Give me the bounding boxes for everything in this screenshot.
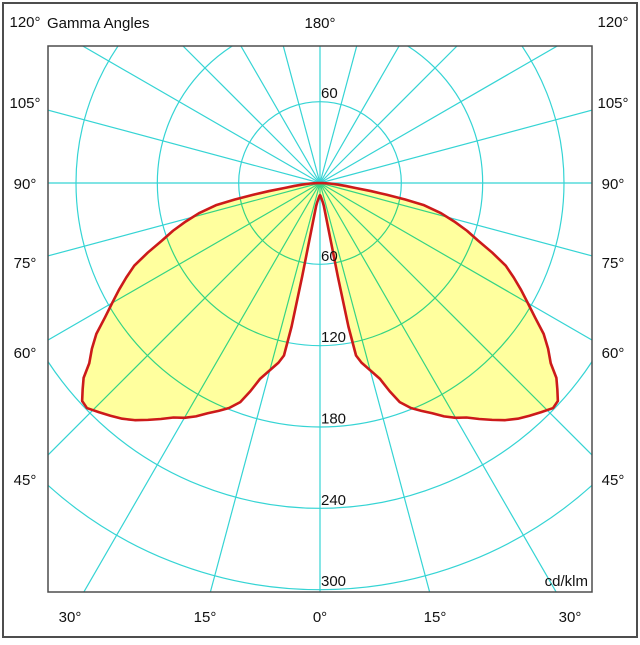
- gamma-label-bottom-2: 0°: [313, 609, 327, 626]
- intensity-distribution-curve: [80, 181, 560, 422]
- gamma-ray-105: [319, 109, 592, 184]
- gamma-label-bottom-1: 15°: [194, 609, 217, 626]
- radial-value-label-240: 240: [321, 492, 346, 509]
- gamma-ray-255: [48, 109, 321, 184]
- gamma-label-top: 180°: [304, 15, 335, 32]
- gamma-label-left-120: 120°: [9, 14, 40, 31]
- outer-frame: [2, 2, 638, 638]
- gamma-ray-120: [319, 46, 559, 184]
- axis-labels: 120° 105° 90° 75° 60° 45° 120° 105° 90° 75° 60° 45°…: [9, 14, 628, 626]
- gamma-ray-15: [319, 182, 431, 592]
- gamma-label-left-90: 90°: [14, 176, 37, 193]
- gamma-label-right-45: 45°: [602, 472, 625, 489]
- gamma-ray-150: [319, 46, 400, 184]
- gamma-ray-330: [83, 182, 321, 592]
- radial-value-label-180: 180: [321, 410, 346, 427]
- plot-frame: [47, 45, 593, 593]
- gamma-label-right-75: 75°: [602, 255, 625, 272]
- gamma-label-right-60: 60°: [602, 345, 625, 362]
- gamma-ray-60: [319, 182, 592, 341]
- gamma-label-bottom-0: 30°: [59, 609, 82, 626]
- gamma-ray-300: [48, 182, 321, 341]
- gamma-label-right-90: 90°: [602, 176, 625, 193]
- gamma-ray-315: [48, 182, 321, 456]
- gamma-label-left-45: 45°: [14, 472, 37, 489]
- diagram-title: Gamma Angles: [47, 15, 150, 32]
- gamma-label-right-120: 120°: [597, 14, 628, 31]
- gamma-label-left-75: 75°: [14, 255, 37, 272]
- gamma-label-right-105: 105°: [597, 95, 628, 112]
- gamma-ray-240: [81, 46, 321, 184]
- gamma-label-bottom-3: 15°: [424, 609, 447, 626]
- radial-value-label-60: 60: [321, 248, 338, 265]
- gamma-ray-225: [182, 46, 321, 184]
- gamma-ray-195: [282, 46, 321, 184]
- gamma-ray-210: [240, 46, 321, 184]
- intensity-distribution-fill: [82, 183, 558, 421]
- radial-value-label-above: 60: [321, 85, 338, 102]
- gamma-ray-45: [319, 182, 592, 456]
- gamma-ray-345: [209, 182, 321, 592]
- radial-value-label-300: 300: [321, 573, 346, 590]
- gamma-label-left-105: 105°: [9, 95, 40, 112]
- gamma-label-left-60: 60°: [14, 345, 37, 362]
- gamma-ray-165: [319, 46, 358, 184]
- gamma-ray-30: [319, 182, 557, 592]
- unit-label: cd/klm: [545, 573, 588, 590]
- gamma-label-bottom-4: 30°: [559, 609, 582, 626]
- radial-value-label-120: 120: [321, 329, 346, 346]
- gamma-ray-135: [319, 46, 458, 184]
